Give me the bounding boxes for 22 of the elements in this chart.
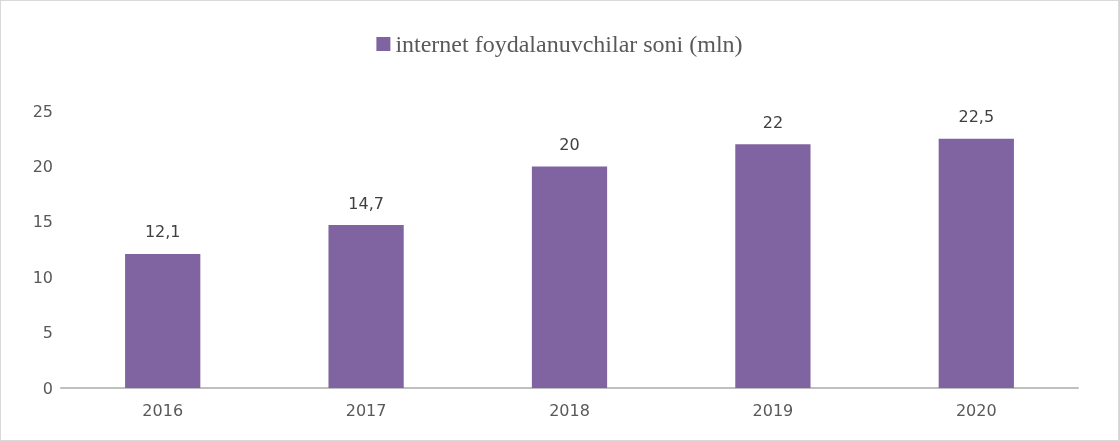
data-label: 22,5 (958, 107, 995, 127)
y-tick-label: 5 (42, 323, 53, 343)
x-tick-label: 2019 (752, 400, 794, 420)
bar (328, 225, 404, 388)
data-label: 20 (559, 134, 580, 154)
x-tick-label: 2018 (549, 400, 590, 420)
bar (531, 166, 608, 388)
x-tick-label: 2020 (955, 400, 997, 420)
x-tick-label: 2017 (345, 400, 387, 420)
bar (735, 144, 811, 388)
legend-label: internet foydalanuvchilar soni (mln) (395, 31, 743, 57)
y-tick-label: 15 (32, 212, 53, 232)
bar (938, 138, 1014, 388)
y-tick-label: 25 (32, 101, 53, 121)
data-label: 14,7 (348, 193, 384, 213)
data-label: 12,1 (144, 222, 181, 242)
y-tick-label: 0 (42, 378, 53, 398)
x-tick-label: 2016 (142, 400, 184, 420)
y-tick-label: 20 (32, 156, 53, 176)
y-tick-label: 10 (32, 267, 53, 287)
bar (125, 253, 201, 388)
data-label: 22 (762, 112, 784, 132)
